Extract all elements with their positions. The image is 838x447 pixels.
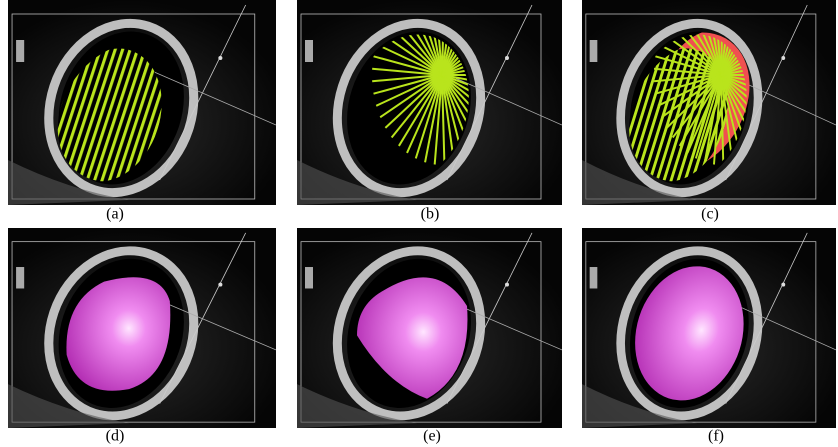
caption: (f) xyxy=(708,428,724,445)
panel xyxy=(582,0,836,211)
caption: (c) xyxy=(701,206,719,223)
panel xyxy=(297,0,562,211)
caption: (d) xyxy=(106,428,125,445)
ultrasound-image xyxy=(297,0,562,211)
panel xyxy=(297,228,562,434)
panel xyxy=(8,228,276,434)
caption: (b) xyxy=(421,206,440,223)
caption: (a) xyxy=(106,206,124,223)
caption: (e) xyxy=(423,428,441,445)
panel xyxy=(8,0,276,211)
panel xyxy=(582,228,836,434)
figure: (a) (b) (c) (d) (e) (f) xyxy=(0,0,838,447)
